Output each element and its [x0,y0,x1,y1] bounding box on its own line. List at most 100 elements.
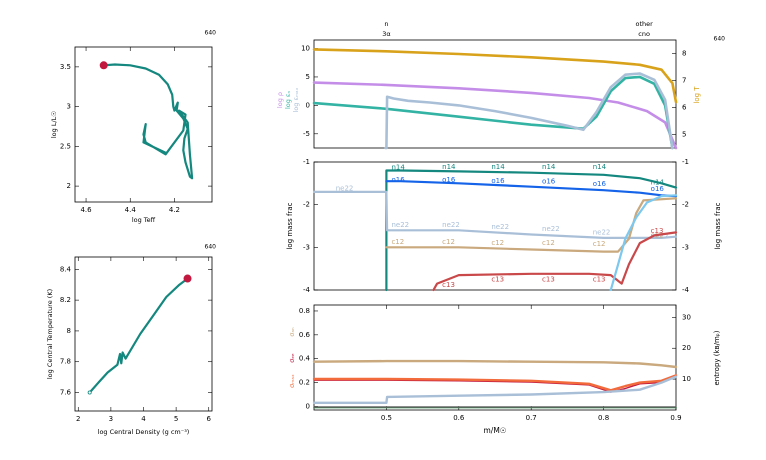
mid-series-n14-tag: n14 [593,163,607,171]
bottom-left-axis-label: σₘₐₓ [288,374,296,388]
central-x-tick-label: 6 [207,415,212,423]
mid-series-n14-tag: n14 [542,163,556,171]
mid-series-o16-tag: o16 [651,185,665,193]
mid-series-o16-tag: o16 [442,176,456,184]
mid-series-ne22-tag: ne22 [336,184,354,192]
central-x-tick-label: 5 [174,415,178,423]
top-series-lilac-line [312,81,678,150]
mid-right-tick-label: -1 [682,158,689,166]
bottom-x-tick-label: 0.8 [598,414,609,422]
mid-series-ne22-tag: ne22 [542,225,560,233]
mid-series-c13-tag: c13 [542,275,555,283]
top-left-tick-label: -5 [303,130,310,138]
mid-series-c13-tag: c13 [593,275,606,283]
mid-series-c13-line [432,231,678,292]
top-left-axis-label: log εₙ [284,91,292,109]
mid-series-o16-tag: o16 [391,176,405,184]
profile-top-panel: -5 0 5 10 5 6 7 8 n 3α other cno 640 log ρ log εₙ log ε… [276,20,726,150]
bottom-right-tick-label: 20 [682,344,691,352]
mid-right-axis-label: log mass frac [714,202,722,249]
bottom-left-tick-label: 0.4 [299,355,311,363]
mid-left-tick-label: -4 [303,286,311,294]
central-y-tick-label: 7.6 [60,389,72,397]
top-right-tick-label: 7 [682,77,686,85]
bottom-left-tick-label: 0.2 [299,379,310,387]
profile-mid-frame [313,161,677,291]
hr-x-tick-label: 4.6 [80,206,92,214]
hr-current-point [99,61,108,70]
central-y-tick-label: 8.2 [60,296,71,304]
mid-series-c13-tag: c13 [442,281,455,289]
hr-x-tick-label: 4.2 [169,206,180,214]
mid-series-o16-tag: o16 [593,180,607,188]
mid-series-c12-tag: c12 [593,240,606,248]
mid-series-ne22-line [312,190,678,239]
central-conditions-plot: 2 3 4 5 6 7.6 7.8 8 8.2 8.4 640 log Central Density… [46,244,216,437]
mid-series-n14-tag: n14 [391,164,405,172]
profile-bottom-frame [313,304,677,411]
mid-series-n14-tag: n14 [491,163,505,171]
central-model-number: 640 [205,244,217,251]
hr-y-tick-label: 3.5 [60,63,71,71]
mid-series-n14-tag: n14 [442,163,456,171]
mid-series-c13-tag: c13 [651,227,664,235]
bottom-x-tick-label: 0.5 [381,414,392,422]
bottom-x-tick-label: 0.7 [526,414,537,422]
hr-track-line [102,63,194,180]
central-x-tick-label: 3 [109,415,113,423]
bottom-right-tick-label: 10 [682,375,691,383]
bottom-x-tick-label: 0.6 [453,414,465,422]
bottom-left-axis-label: σₑₑ [288,353,296,363]
bottom-x-axis-label: m/M☉ [483,426,506,435]
central-x-tick-label: 2 [76,415,80,423]
top-right-tick-label: 5 [682,131,686,139]
central-x-tick-label: 4 [141,415,146,423]
bottom-right-tick-label: 30 [682,313,691,321]
hr-model-number: 640 [205,30,217,37]
mid-series-ne22-tag: ne22 [442,221,460,229]
top-right-tick-label: 8 [682,50,686,58]
central-y-tick-label: 8 [67,327,71,335]
mid-series-c12-tag: c12 [391,238,404,246]
mid-series-ne22-tag: ne22 [491,223,509,231]
central-plot-frame [74,256,213,412]
top-left-tick-label: 0 [306,101,310,109]
central-current-point [183,274,192,283]
bottom-x-tick-label: 0.9 [670,414,681,422]
profile-bottom-panel: 0.5 0.6 0.7 0.8 0.9 0 0.2 0.4 0.6 0.8 10 20 30 m/M☉ en… [288,304,721,435]
mid-series-c12-tag: c12 [442,238,455,246]
top-burn-sublabel: cno [638,30,650,38]
mid-series-o16-tag: o16 [542,178,556,186]
mid-left-tick-label: -2 [303,201,310,209]
top-model-number: 640 [714,36,726,43]
mid-right-tick-label: -3 [682,243,689,251]
mid-series-o16-line [385,180,678,198]
top-burn-label: other [635,20,653,28]
mid-series-ne22-tag: ne22 [391,221,409,229]
central-x-axis-label: log Central Density (g cm⁻³) [98,428,190,436]
hr-y-axis-label: log L/L☉ [50,111,58,138]
top-right-tick-label: 6 [682,104,687,112]
mid-series-c13-tag: c13 [491,275,504,283]
top-right-axis-label: log T [693,86,701,104]
central-track-line [88,277,189,394]
mid-series-c12-line [385,197,678,253]
hr-y-tick-label: 2.5 [60,142,71,150]
hr-plot-frame [74,46,213,203]
top-series-sea-line [312,75,674,150]
mid-left-tick-label: -3 [303,243,310,251]
profile-top-frame [313,39,677,149]
top-series-steel-line [384,72,674,150]
mid-right-tick-label: -4 [682,286,690,294]
bottom-series-entropy-line [312,375,678,404]
hr-y-tick-label: 3 [67,103,71,111]
bottom-series-sigma-max-line [312,374,678,392]
central-y-tick-label: 7.8 [60,358,71,366]
bottom-left-axis-label: σₐₙ [288,327,296,337]
mid-series-n14-line [385,169,678,292]
mid-left-axis-label: log mass frac [286,202,294,249]
central-y-tick-label: 8.4 [60,265,72,273]
mid-series-n14-tag: n14 [651,178,665,186]
